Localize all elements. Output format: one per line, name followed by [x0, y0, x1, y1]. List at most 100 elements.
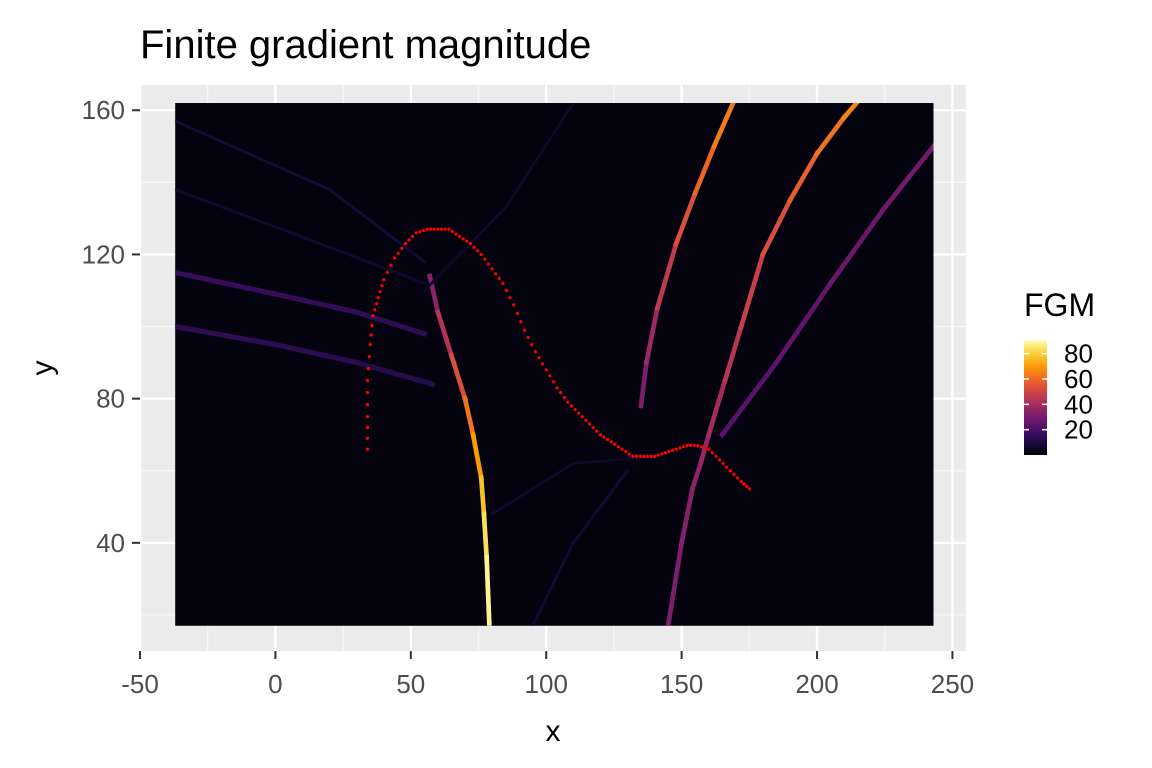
- contour-point: [486, 262, 491, 266]
- contour-points: [365, 227, 751, 491]
- contour-point: [692, 443, 696, 448]
- contour-point: [371, 314, 375, 318]
- contour-point: [620, 447, 624, 451]
- left-streak-upper-segment: [175, 269, 279, 298]
- contour-point: [660, 452, 664, 456]
- contour-point: [530, 342, 534, 347]
- contour-point: [494, 272, 498, 276]
- steep-left-ridge-segment: [481, 511, 490, 560]
- gradient-ridges: [175, 103, 934, 626]
- contour-point: [634, 454, 639, 458]
- contour-point: [721, 461, 725, 466]
- contour-point: [519, 320, 523, 324]
- contour-point: [699, 445, 704, 449]
- contour-point: [577, 411, 581, 415]
- contour-point: [573, 407, 577, 412]
- y-tick-label: 120: [82, 239, 125, 269]
- faint-a-segment: [327, 187, 427, 264]
- contour-point: [566, 400, 570, 404]
- contour-point: [548, 374, 552, 378]
- contour-point: [681, 445, 686, 449]
- contour-point: [595, 429, 599, 433]
- right-ridge-segment: [773, 280, 834, 366]
- contour-point: [645, 454, 649, 458]
- contour-point: [652, 454, 657, 458]
- chart-title: Finite gradient magnitude: [140, 23, 591, 67]
- steep-left-ridge-segment: [470, 431, 484, 481]
- contour-point: [736, 476, 740, 480]
- contour-point: [537, 356, 541, 360]
- contour-point: [678, 446, 682, 450]
- upper-ridge-segment: [643, 305, 661, 366]
- contour-point: [468, 242, 472, 246]
- contour-point: [380, 284, 384, 288]
- contour-point: [461, 237, 465, 241]
- x-tick-label: 200: [795, 669, 838, 699]
- left-streak-upper-segment: [272, 291, 360, 316]
- contour-point: [368, 342, 372, 347]
- contour-point: [490, 267, 494, 271]
- contour-point: [638, 454, 642, 458]
- contour-point: [714, 454, 718, 458]
- faint-a-segment: [175, 119, 332, 192]
- faint-c-segment: [422, 205, 508, 293]
- contour-point: [606, 437, 610, 442]
- contour-point: [432, 227, 436, 231]
- legend-colorbar: [1024, 341, 1047, 455]
- contour-point: [587, 422, 592, 426]
- contour-point: [365, 425, 370, 430]
- contour-point: [457, 234, 462, 239]
- contour-point: [369, 333, 373, 337]
- contour-point: [425, 227, 429, 231]
- x-axis: -50 0 50 100 150 200 250: [121, 651, 974, 699]
- contour-point: [421, 228, 426, 233]
- contour-point: [533, 350, 537, 354]
- left-streak-lower-segment: [175, 323, 279, 348]
- contour-point: [742, 482, 746, 486]
- contour-point: [367, 354, 371, 359]
- contour-point: [414, 231, 418, 235]
- middle-ridge-segment: [813, 114, 848, 157]
- contour-point: [403, 242, 408, 246]
- contour-point: [580, 415, 584, 419]
- contour-point: [728, 469, 732, 473]
- contour-point: [598, 433, 602, 437]
- contour-point: [745, 484, 749, 488]
- middle-ridge-segment: [665, 540, 685, 626]
- contour-point: [476, 249, 480, 253]
- upper-ridge-segment: [692, 143, 718, 197]
- x-tick-label: -50: [121, 669, 159, 699]
- faint-b-segment: [327, 245, 427, 286]
- contour-point: [365, 436, 370, 440]
- left-streak-lower-segment: [272, 341, 360, 366]
- legend-tick-label: 80: [1064, 339, 1093, 369]
- contour-point: [374, 302, 379, 306]
- x-tick-label: 250: [931, 669, 974, 699]
- heatmap-raster: [175, 103, 934, 626]
- contour-point: [515, 311, 519, 315]
- contour-point: [671, 448, 675, 452]
- contour-point: [747, 487, 751, 491]
- contour-point: [429, 227, 433, 231]
- contour-point: [389, 263, 393, 267]
- contour-point: [602, 435, 606, 439]
- upper-ridge-segment: [638, 359, 650, 409]
- contour-point: [555, 386, 559, 390]
- y-tick-label: 160: [82, 95, 125, 125]
- y-axis-label: y: [26, 361, 59, 376]
- contour-point: [436, 227, 440, 231]
- contour-point: [472, 245, 476, 249]
- contour-point: [584, 418, 588, 422]
- contour-point: [559, 391, 563, 395]
- legend-title: FGM: [1024, 287, 1095, 323]
- contour-point: [717, 458, 722, 462]
- y-axis: 40 80 120 160: [82, 95, 140, 558]
- contour-point: [551, 380, 556, 384]
- contour-point: [396, 251, 400, 255]
- upper-ridge-segment: [711, 103, 736, 150]
- contour-point: [649, 454, 653, 458]
- contour-point: [504, 288, 509, 293]
